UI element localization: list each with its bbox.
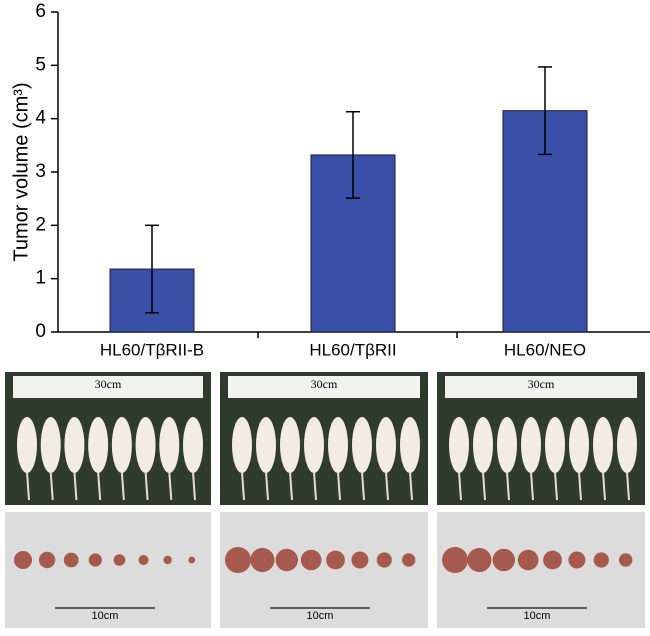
tumor bbox=[275, 548, 298, 572]
mouse bbox=[17, 417, 37, 473]
tumor bbox=[351, 551, 369, 569]
y-tick-label: 4 bbox=[35, 108, 46, 129]
tumor bbox=[14, 551, 32, 569]
mouse-tail bbox=[97, 471, 102, 501]
y-tick-label: 2 bbox=[35, 214, 46, 235]
tumor bbox=[300, 549, 322, 571]
x-tick-label: HL60/TβRII-B bbox=[100, 340, 204, 359]
mouse-tail bbox=[265, 471, 269, 501]
y-tick-label: 3 bbox=[35, 161, 46, 182]
tumor bbox=[326, 550, 345, 570]
mouse bbox=[473, 417, 493, 473]
error-bar bbox=[145, 224, 159, 314]
tumor bbox=[376, 552, 392, 568]
mouse bbox=[183, 417, 203, 473]
mouse-tail bbox=[530, 471, 534, 501]
mouse bbox=[521, 417, 541, 473]
error-bar bbox=[346, 110, 360, 199]
ruler-sign bbox=[13, 376, 203, 398]
mouse-tail bbox=[26, 471, 30, 501]
ruler-sign bbox=[445, 376, 637, 398]
mouse bbox=[159, 417, 180, 473]
mouse-tail bbox=[506, 471, 510, 501]
mouse-tail bbox=[602, 471, 606, 501]
mouse-tail bbox=[49, 471, 54, 501]
y-tick-label: 1 bbox=[35, 268, 46, 289]
tumor bbox=[492, 548, 515, 572]
tumor bbox=[138, 555, 149, 565]
x-tick-label: HL60/TβRII bbox=[309, 340, 396, 359]
mouse-tail bbox=[120, 471, 125, 501]
tumor bbox=[113, 554, 126, 566]
ruler-label: 30cm bbox=[95, 377, 122, 391]
tumor bbox=[517, 549, 539, 571]
tumor bbox=[401, 553, 416, 567]
mouse-tail bbox=[168, 471, 173, 501]
tumor bbox=[568, 551, 586, 569]
mouse bbox=[328, 417, 348, 473]
ruler-label: 30cm bbox=[528, 377, 555, 391]
y-tick-label: 0 bbox=[35, 321, 46, 342]
mouse bbox=[135, 417, 156, 473]
tumor bbox=[442, 547, 468, 573]
tumor bbox=[63, 552, 79, 568]
mouse-tail bbox=[458, 471, 462, 501]
tumor bbox=[250, 547, 275, 573]
y-tick-label: 5 bbox=[35, 54, 46, 75]
mouse bbox=[449, 417, 469, 473]
mouse bbox=[545, 417, 565, 473]
mouse bbox=[617, 417, 637, 473]
ruler-label: 30cm bbox=[311, 377, 338, 391]
mouse-tail bbox=[241, 471, 245, 501]
mouse-tail bbox=[578, 471, 582, 501]
mouse-tail bbox=[482, 471, 486, 501]
y-axis-label: Tumor volume (cm³) bbox=[10, 82, 32, 261]
tumor bbox=[225, 547, 251, 573]
mouse bbox=[352, 417, 372, 473]
mouse-tail bbox=[409, 471, 413, 501]
mouse-tail bbox=[192, 471, 196, 501]
mouse bbox=[497, 417, 517, 473]
photo-panels: 30cm 10cm 30cm 10cm 30cm 10cm bbox=[5, 372, 645, 628]
mouse-tail bbox=[337, 471, 341, 501]
mouse bbox=[376, 417, 396, 473]
scale-label: 10cm bbox=[92, 610, 119, 622]
y-tick-label: 6 bbox=[35, 1, 46, 22]
mouse bbox=[88, 417, 109, 473]
tumor bbox=[38, 551, 56, 569]
mouse-tail bbox=[73, 471, 78, 501]
mouse-tail bbox=[554, 471, 558, 501]
scale-label: 10cm bbox=[524, 610, 551, 622]
tumor bbox=[543, 550, 562, 570]
mouse bbox=[40, 417, 61, 473]
mouse bbox=[280, 417, 300, 473]
mouse bbox=[111, 417, 132, 473]
error-bar bbox=[538, 66, 552, 156]
tumor bbox=[188, 556, 196, 564]
mouse bbox=[400, 417, 420, 473]
tumor bbox=[467, 547, 492, 573]
tumor bbox=[618, 553, 633, 567]
mouse-tail bbox=[313, 471, 317, 501]
mouse bbox=[232, 417, 252, 473]
mouse-tail bbox=[361, 471, 365, 501]
ruler-sign bbox=[228, 376, 420, 398]
mouse bbox=[593, 417, 613, 473]
mouse bbox=[64, 417, 85, 473]
mouse-tail bbox=[626, 471, 630, 501]
tumor bbox=[163, 555, 172, 565]
x-tick-label: HL60/NEO bbox=[504, 340, 586, 359]
tumor bbox=[88, 553, 102, 567]
mouse bbox=[304, 417, 324, 473]
mouse-tail bbox=[385, 471, 389, 501]
scale-label: 10cm bbox=[307, 610, 334, 622]
tumor bbox=[593, 552, 609, 568]
mouse bbox=[569, 417, 589, 473]
mouse bbox=[256, 417, 276, 473]
mouse-tail bbox=[144, 471, 149, 501]
mouse-tail bbox=[289, 471, 293, 501]
